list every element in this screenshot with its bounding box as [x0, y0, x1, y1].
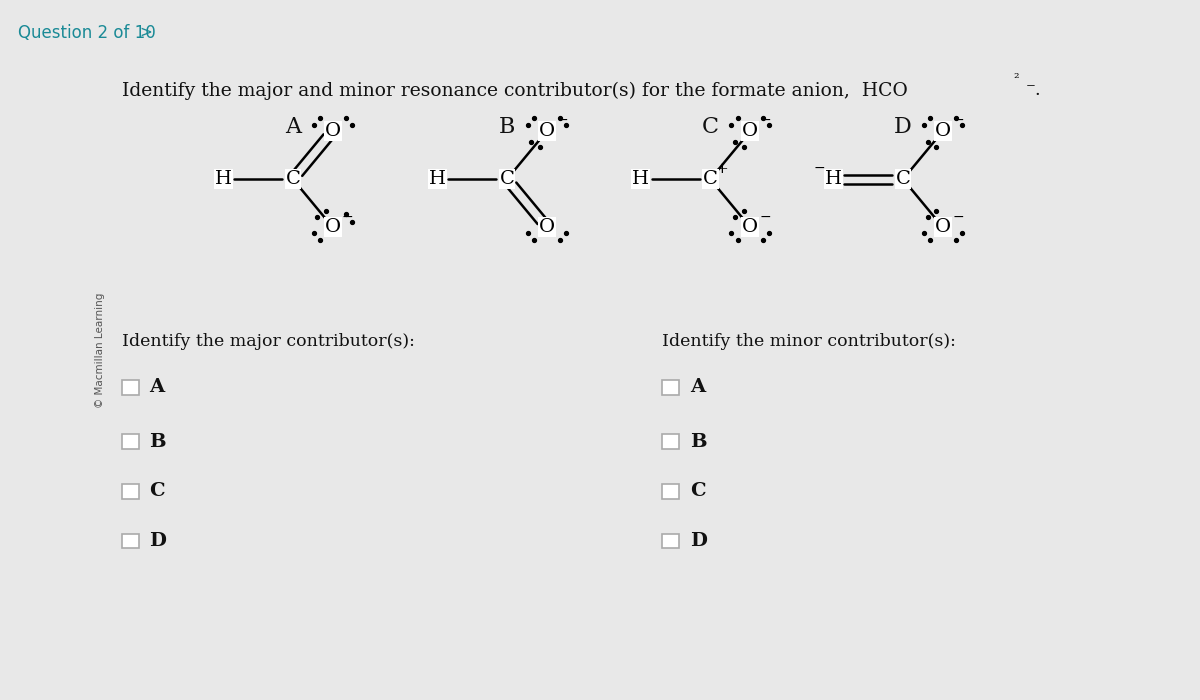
Text: A: A	[150, 378, 164, 396]
Text: O: O	[743, 122, 758, 140]
Bar	[662, 435, 679, 449]
Text: −: −	[760, 113, 772, 127]
Bar	[121, 435, 139, 449]
Text: C: C	[499, 170, 515, 188]
Text: B: B	[690, 433, 707, 451]
Text: ₂: ₂	[1013, 67, 1019, 81]
Text: +: +	[715, 162, 728, 176]
Text: O: O	[935, 218, 952, 237]
Bar	[121, 380, 139, 395]
Text: O: O	[539, 122, 554, 140]
Text: C: C	[286, 170, 300, 188]
Text: C: C	[702, 116, 719, 138]
Text: ⁻.: ⁻.	[1026, 81, 1042, 99]
Text: −: −	[952, 113, 964, 127]
Text: −: −	[556, 113, 568, 127]
Bar	[121, 534, 139, 548]
Text: Identify the major and minor resonance contributor(s) for the formate anion,  HC: Identify the major and minor resonance c…	[121, 81, 907, 99]
Text: Question 2 of 10: Question 2 of 10	[18, 25, 156, 43]
Text: B: B	[499, 116, 515, 138]
Bar	[662, 484, 679, 498]
Text: C: C	[150, 482, 166, 500]
Text: −: −	[814, 161, 826, 175]
Bar	[121, 484, 139, 498]
Text: Identify the major contributor(s):: Identify the major contributor(s):	[121, 333, 414, 350]
Text: O: O	[325, 218, 341, 237]
Text: Identify the minor contributor(s):: Identify the minor contributor(s):	[662, 333, 956, 350]
Text: B: B	[150, 433, 166, 451]
Bar	[662, 380, 679, 395]
Text: D: D	[690, 532, 707, 550]
Text: D: D	[894, 116, 912, 138]
Bar	[662, 534, 679, 548]
Text: H: H	[824, 170, 842, 188]
Text: O: O	[743, 218, 758, 237]
Text: O: O	[539, 218, 554, 237]
Text: −: −	[760, 209, 772, 223]
Text: >: >	[139, 25, 152, 39]
Text: C: C	[690, 482, 706, 500]
Text: H: H	[215, 170, 232, 188]
Text: −: −	[952, 209, 964, 223]
Text: C: C	[895, 170, 911, 188]
Text: O: O	[935, 122, 952, 140]
Text: D: D	[150, 532, 167, 550]
Text: H: H	[428, 170, 446, 188]
Text: C: C	[703, 170, 718, 188]
Text: A: A	[284, 116, 301, 138]
Text: © Macmillan Learning: © Macmillan Learning	[95, 293, 104, 407]
Text: H: H	[632, 170, 649, 188]
Text: O: O	[325, 122, 341, 140]
Text: −: −	[342, 209, 354, 223]
Text: A: A	[690, 378, 706, 396]
